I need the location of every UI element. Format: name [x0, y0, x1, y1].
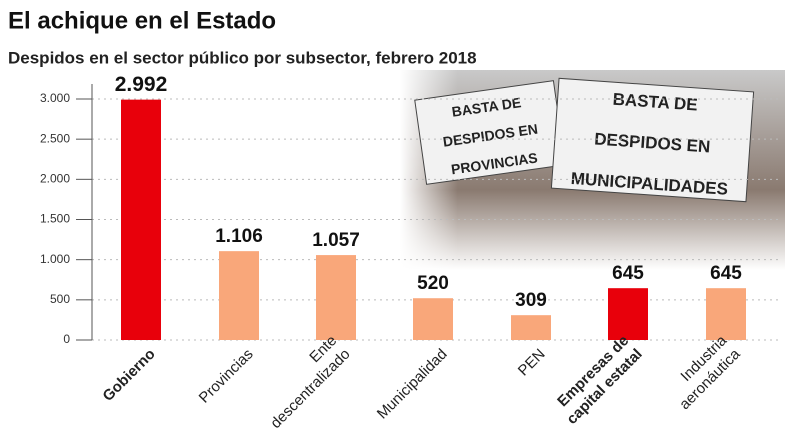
x-tick-label: Gobierno	[99, 346, 158, 405]
x-tick-label: Municipalidad	[374, 346, 451, 423]
bar	[413, 298, 453, 340]
bar	[706, 288, 746, 340]
value-label: 2.992	[115, 73, 168, 96]
chart-title: El achique en el Estado	[8, 7, 276, 34]
y-tick-label: 1.500	[40, 212, 70, 226]
x-tick-label: Provincias	[196, 346, 257, 407]
bar	[316, 255, 356, 340]
value-label: 1.106	[215, 226, 263, 247]
bar	[219, 251, 259, 340]
sign-board	[550, 77, 755, 203]
bar	[511, 315, 551, 340]
y-tick-label: 2.000	[40, 172, 70, 186]
value-label: 645	[612, 263, 644, 284]
value-label: 309	[515, 290, 547, 311]
y-tick-label: 3.000	[40, 91, 70, 105]
y-tick-label: 1.000	[40, 252, 70, 266]
bar	[121, 99, 161, 340]
x-tick-label: PEN	[515, 346, 549, 380]
y-tick-label: 0	[63, 332, 70, 346]
y-tick-label: 500	[50, 292, 70, 306]
bar	[608, 288, 648, 340]
value-label: 645	[710, 263, 742, 284]
y-tick-label: 2.500	[40, 131, 70, 145]
value-label: 1.057	[312, 230, 360, 251]
value-label: 520	[417, 273, 449, 294]
chart-subtitle: Despidos en el sector público por subsec…	[8, 48, 477, 67]
